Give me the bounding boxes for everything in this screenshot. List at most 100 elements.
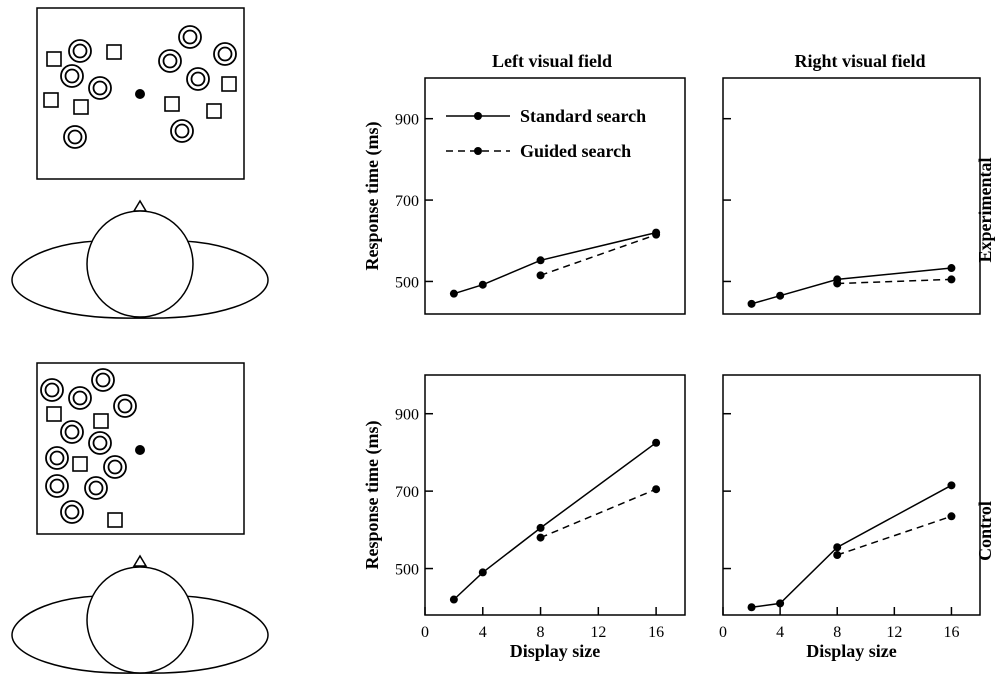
square-stimulus (73, 99, 89, 115)
chart-experimental-left: 500 700 900 Response time (ms) (362, 77, 686, 315)
guided-search-line (540, 233, 657, 277)
standard-search-point (776, 599, 785, 608)
chart-experimental-right (722, 77, 981, 315)
x-tick-label: 0 (719, 624, 727, 641)
y-tick-label: 900 (395, 112, 419, 129)
standard-search-point (833, 543, 842, 552)
guided-search-line (837, 278, 952, 285)
square-stimulus (221, 76, 237, 92)
standard-search-point (536, 523, 545, 532)
square-stimulus (106, 44, 122, 60)
ring-stimulus (45, 446, 69, 470)
display-panel-control (36, 362, 245, 535)
x-tick-label: 12 (886, 624, 902, 641)
guided-search-point (833, 279, 842, 288)
guided-search-point (652, 485, 661, 494)
ring-stimulus (213, 42, 237, 66)
nose-marker (132, 199, 148, 212)
chart-control-left: 500 700 900 0 4 8 12 16 Response time (ms) Displa… (362, 374, 686, 661)
column-title-left: Left visual field (492, 51, 612, 71)
ring-stimulus (88, 76, 112, 100)
guided-search-point (652, 230, 661, 239)
guided-search-point (947, 275, 956, 284)
square-stimuli (46, 406, 123, 528)
plot-frame (722, 77, 981, 315)
guided-search-line (540, 488, 657, 539)
square-stimulus (107, 512, 123, 528)
ring-stimulus (68, 386, 92, 410)
standard-search-point (652, 438, 661, 447)
plot-frame (424, 374, 686, 616)
y-tick-label: 500 (395, 274, 419, 291)
chart-control-right: 0 4 8 12 16 Display size (719, 374, 981, 661)
square-stimulus (43, 92, 59, 108)
head-outline (86, 566, 194, 674)
standard-search-line (751, 484, 952, 609)
guided-search-line (836, 515, 952, 556)
x-tick-label: 16 (648, 624, 664, 641)
square-stimulus (206, 103, 222, 119)
legend-label-standard: Standard search (520, 106, 646, 126)
ring-stimulus (60, 64, 84, 88)
ring-stimulus (60, 500, 84, 524)
y-axis-title: Response time (ms) (362, 122, 383, 271)
row-label-experimental: Experimental (975, 158, 995, 263)
fixation-dot (135, 445, 145, 455)
guided-search-point (833, 551, 842, 559)
head-illustration-experimental (11, 199, 269, 319)
square-stimuli (43, 44, 237, 119)
x-tick-label: 16 (943, 624, 959, 641)
standard-search-point (947, 264, 956, 273)
square-stimulus (164, 96, 180, 112)
standard-search-point (947, 481, 956, 490)
ring-stimulus (113, 394, 137, 418)
x-tick-label: 4 (479, 624, 487, 641)
y-tick-label: 900 (395, 407, 419, 424)
square-stimulus (46, 51, 62, 67)
x-tick-label: 8 (833, 624, 841, 641)
legend-marker-guided (474, 147, 482, 155)
plot-frame (424, 77, 686, 315)
standard-search-line (453, 442, 657, 601)
standard-search-line (751, 267, 952, 305)
x-axis-title: Display size (510, 641, 601, 661)
ring-stimulus (186, 67, 210, 91)
ring-stimulus (63, 125, 87, 149)
guided-search-point (536, 533, 545, 542)
ring-stimulus (45, 474, 69, 498)
ring-stimulus (158, 49, 182, 73)
standard-search-point (478, 568, 487, 577)
standard-search-line (453, 231, 657, 295)
guided-search-point (536, 271, 545, 280)
legend-label-guided: Guided search (520, 141, 631, 161)
ring-stimulus (84, 476, 108, 500)
ring-stimulus (68, 39, 92, 63)
standard-search-point (478, 280, 487, 289)
ring-stimulus (178, 25, 202, 49)
x-tick-label: 8 (537, 624, 545, 641)
standard-search-point (747, 603, 756, 612)
ring-stimulus (40, 378, 64, 402)
y-tick-label: 500 (395, 562, 419, 579)
ring-stimuli (60, 25, 237, 149)
ring-stimulus (91, 368, 115, 392)
head-illustration-control (11, 554, 269, 674)
row-label-control: Control (975, 501, 995, 561)
x-tick-label: 4 (776, 624, 784, 641)
square-stimulus (46, 406, 62, 422)
head-outline (86, 210, 194, 318)
ring-stimulus (103, 455, 127, 479)
x-tick-label: 12 (590, 624, 606, 641)
legend: Standard search Guided search (446, 106, 646, 161)
standard-search-point (536, 256, 545, 265)
x-tick-label: 0 (421, 624, 429, 641)
standard-search-point (449, 595, 458, 604)
standard-search-point (776, 291, 785, 300)
ring-stimulus (88, 431, 112, 455)
guided-search-point (947, 512, 956, 521)
display-panel-experimental (36, 7, 245, 180)
ring-stimuli (40, 368, 137, 524)
x-axis-title: Display size (806, 641, 897, 661)
legend-marker-standard (474, 112, 482, 120)
